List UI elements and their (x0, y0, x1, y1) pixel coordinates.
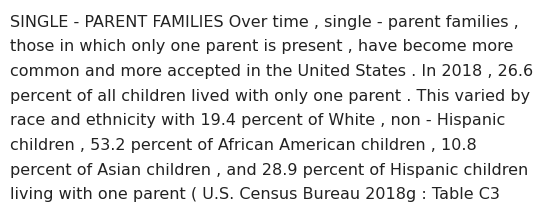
Text: percent of all children lived with only one parent . This varied by: percent of all children lived with only … (10, 89, 530, 104)
Text: race and ethnicity with 19.4 percent of White , non - Hispanic: race and ethnicity with 19.4 percent of … (10, 113, 506, 128)
Text: children , 53.2 percent of African American children , 10.8: children , 53.2 percent of African Ameri… (10, 138, 477, 153)
Text: SINGLE - PARENT FAMILIES Over time , single - parent families ,: SINGLE - PARENT FAMILIES Over time , sin… (10, 15, 519, 30)
Text: percent of Asian children , and 28.9 percent of Hispanic children: percent of Asian children , and 28.9 per… (10, 163, 528, 178)
Text: common and more accepted in the United States . In 2018 , 26.6: common and more accepted in the United S… (10, 64, 533, 79)
Text: those in which only one parent is present , have become more: those in which only one parent is presen… (10, 39, 513, 54)
Text: living with one parent ( U.S. Census Bureau 2018g : Table C3: living with one parent ( U.S. Census Bur… (10, 187, 500, 202)
